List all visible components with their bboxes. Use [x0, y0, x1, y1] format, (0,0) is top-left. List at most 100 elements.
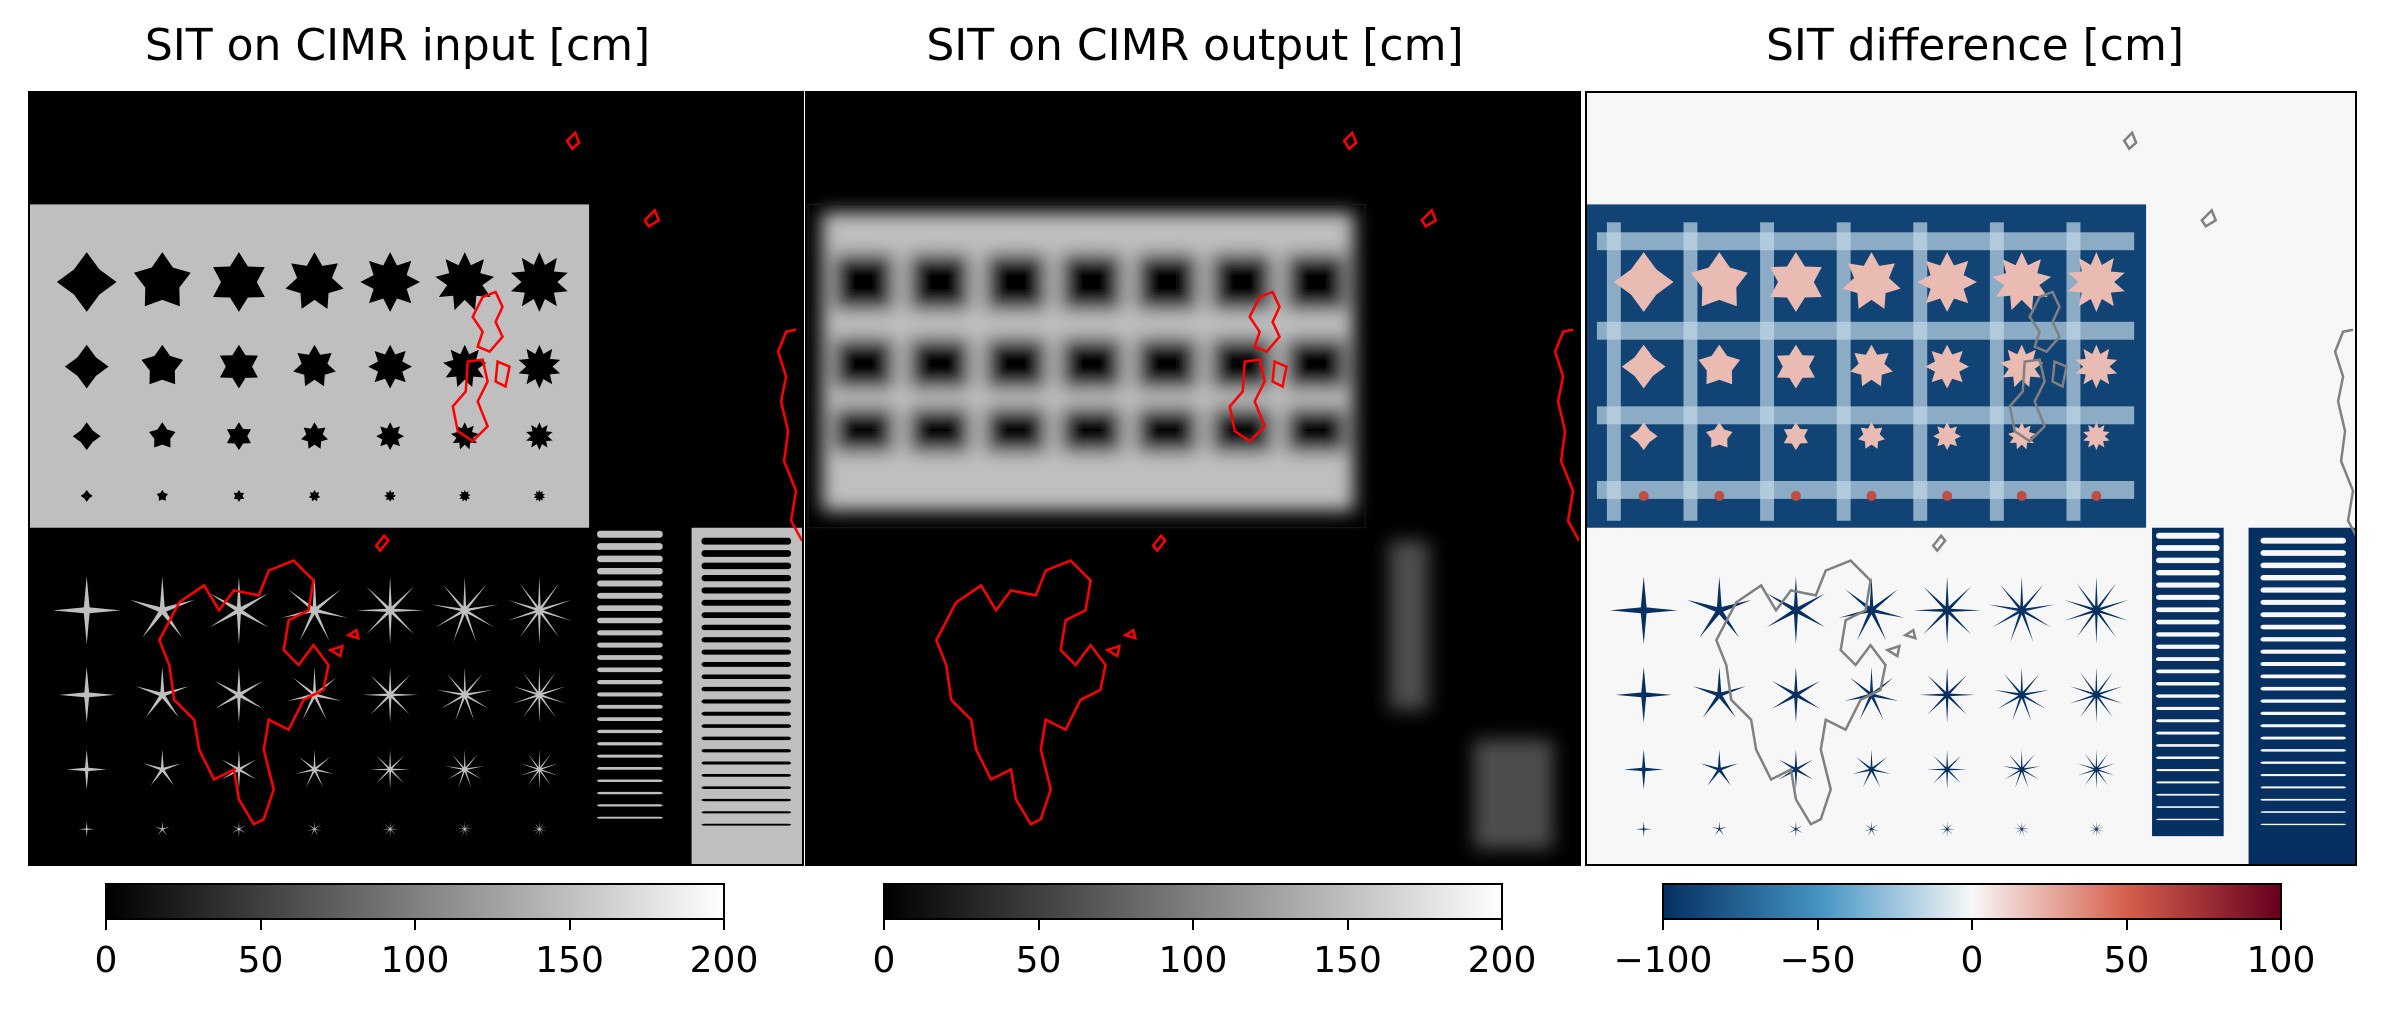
- colorbar-tick: [414, 918, 416, 930]
- colorbar-tick: [1662, 918, 1664, 930]
- dot-row-dark: [701, 550, 792, 557]
- dot-row: [2156, 594, 2220, 600]
- small-dot: [1942, 490, 1953, 501]
- smoothed-hole: [1286, 338, 1347, 389]
- colorbar-tick-label: −100: [1613, 940, 1713, 981]
- dot-row-dark: [701, 711, 792, 716]
- spiky-star: [2002, 749, 2042, 789]
- dot-row-dark: [701, 773, 792, 777]
- dot-row-dark: [701, 699, 792, 704]
- spiky-star: [1927, 749, 1968, 790]
- islet-coastline: [565, 130, 581, 151]
- spiky-star: [1863, 821, 1880, 837]
- spiky-star: [1838, 576, 1905, 641]
- star-interior: [1857, 422, 1886, 449]
- dot-row-dark: [701, 674, 792, 680]
- spiky-star: [362, 667, 418, 723]
- dot-row: [2156, 607, 2220, 613]
- dot-row-light: [2260, 711, 2347, 715]
- smoothed-hole: [986, 254, 1046, 310]
- islet-coastline: [643, 208, 661, 228]
- dot-row-dark: [701, 798, 792, 802]
- dot-row-light: [2260, 773, 2347, 777]
- colorbar-tick: [1037, 918, 1040, 930]
- star-hole: [511, 252, 568, 312]
- star-hole: [233, 489, 245, 502]
- spiky-star: [1913, 576, 1981, 645]
- smoothed-hole: [1286, 254, 1347, 310]
- dot-row: [597, 816, 663, 819]
- small-dot: [1714, 490, 1725, 501]
- dot-row-light: [2260, 550, 2347, 556]
- star-interior: [1629, 422, 1658, 451]
- dot-row: [597, 791, 663, 795]
- islet-coastline: [1420, 208, 1438, 228]
- smoothed-hole: [986, 408, 1046, 453]
- light-band: [1596, 232, 2135, 251]
- star-hole: [308, 489, 321, 502]
- panel-title-input: SIT on CIMR input [cm]: [144, 20, 651, 71]
- dot-row-dark: [701, 637, 792, 643]
- star-hole: [56, 252, 117, 312]
- star-interior: [1842, 252, 1901, 309]
- star-hole: [226, 422, 251, 451]
- spiky-star: [1635, 821, 1652, 838]
- dot-row: [2156, 719, 2220, 723]
- star-interior: [1783, 422, 1808, 451]
- colorbar-tick: [2125, 918, 2128, 930]
- colorbar-tick: [105, 918, 107, 930]
- colorbar-tick-label: 50: [2103, 940, 2150, 981]
- dot-row: [2156, 582, 2220, 588]
- colorbar-tick-label: 200: [689, 940, 759, 981]
- colorbar-tick-label: 100: [2246, 940, 2316, 981]
- smoothed-hole: [1286, 408, 1347, 453]
- dot-row-light: [2260, 537, 2347, 544]
- star-hole: [156, 489, 168, 501]
- smoothed-hole: [1137, 254, 1197, 310]
- colorbar-tick-label: 0: [1960, 940, 1984, 981]
- star-hole: [533, 489, 546, 502]
- small-dot: [1790, 490, 1801, 501]
- dot-row: [597, 655, 663, 660]
- star-interior: [1917, 252, 1977, 312]
- right-strip: [2248, 527, 2355, 864]
- spiky-star: [1994, 667, 2050, 722]
- smoothed-strip-a: [1388, 540, 1429, 710]
- dot-row: [2156, 657, 2220, 662]
- dot-row-dark: [701, 599, 792, 606]
- island-coastline: [1228, 290, 1288, 443]
- smoothed-hole: [1061, 408, 1122, 453]
- spiky-star: [1687, 576, 1752, 638]
- dot-row: [2156, 806, 2220, 808]
- star-interior: [1992, 252, 2052, 311]
- dot-row-light: [2260, 749, 2347, 752]
- light-stripe: [1683, 222, 1698, 521]
- spiky-star: [135, 667, 189, 718]
- spiky-star: [512, 667, 566, 723]
- islet-coastline: [374, 533, 390, 553]
- panel-output: SIT on CIMR output [cm]: [0, 0, 1581, 1017]
- spiky-star: [431, 576, 499, 643]
- smoothed-hole: [833, 338, 894, 389]
- dot-row: [597, 617, 663, 624]
- edge: [807, 203, 1366, 529]
- dot-row-light: [2260, 649, 2347, 654]
- colorbar-tick-label: 50: [1015, 940, 1062, 981]
- spiky-star: [143, 749, 182, 786]
- dot-row: [2156, 644, 2220, 649]
- dot-row: [2156, 706, 2220, 710]
- dot-row-dark: [701, 612, 792, 618]
- smoothed-hole: [909, 408, 970, 453]
- coastline-group: [157, 130, 802, 826]
- spiky-star: [437, 667, 493, 722]
- light-band: [1596, 321, 2135, 340]
- spiky-star: [2064, 576, 2129, 645]
- spiky-star: [130, 576, 195, 638]
- dot-row-light: [2260, 823, 2347, 826]
- islet-coastline: [2122, 130, 2138, 151]
- star-hole: [300, 422, 329, 449]
- star-hole: [213, 252, 265, 312]
- spiky-star: [382, 821, 399, 838]
- islet-coastline: [327, 644, 345, 659]
